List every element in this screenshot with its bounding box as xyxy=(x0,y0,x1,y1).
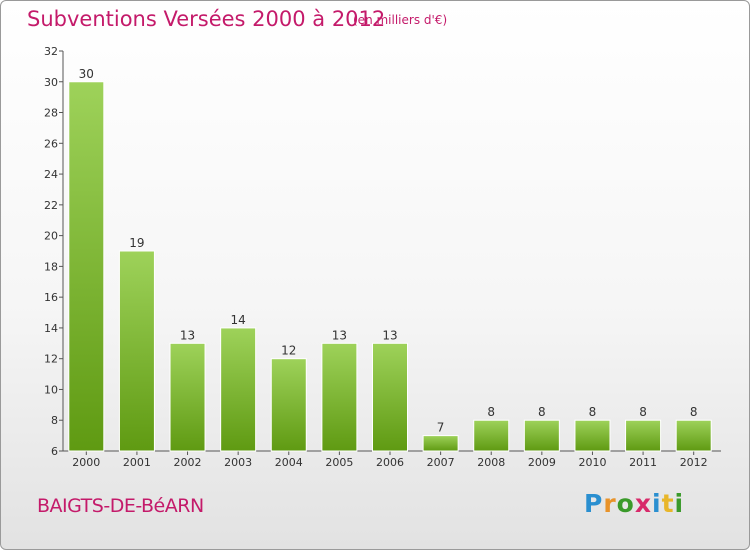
commune-name: BAIGTS-DE-BéARN xyxy=(37,495,204,517)
x-tick-label-2008: 2008 xyxy=(477,456,505,469)
value-label-2003: 14 xyxy=(231,313,246,327)
x-tick-label-2005: 2005 xyxy=(325,456,353,469)
logo-letter: t xyxy=(661,489,675,518)
value-label-2008: 8 xyxy=(487,405,495,419)
bar-2006 xyxy=(372,342,408,452)
x-tick-label-2002: 2002 xyxy=(174,456,202,469)
bar-2012 xyxy=(675,419,712,452)
y-tick-label: 6 xyxy=(51,445,58,458)
value-label-2007: 7 xyxy=(437,421,445,435)
y-tick-label: 10 xyxy=(44,383,58,396)
chart-title: Subventions Versées 2000 à 2012 xyxy=(27,7,386,31)
logo-letter: i xyxy=(652,489,662,518)
bar-2003 xyxy=(220,327,257,452)
bar-2007 xyxy=(422,435,459,452)
bar-2009 xyxy=(523,419,560,452)
x-tick-label-2003: 2003 xyxy=(224,456,252,469)
x-axis: 2000 2001 2002 2003 2004 2005 2006 2007 2008 2009… xyxy=(63,450,721,469)
bar-2002 xyxy=(169,342,206,452)
logo-letter: x xyxy=(634,489,652,518)
bar-2005 xyxy=(321,342,358,452)
y-tick-label: 24 xyxy=(44,168,58,181)
bar-2000 xyxy=(68,81,105,452)
value-label-2005: 13 xyxy=(332,328,347,342)
y-tick-label: 20 xyxy=(44,230,58,243)
y-tick-label: 14 xyxy=(44,322,58,335)
x-tick-label-2009: 2009 xyxy=(528,456,556,469)
value-label-2011: 8 xyxy=(639,405,647,419)
logo-letter: i xyxy=(674,489,685,518)
value-label-2002: 13 xyxy=(180,328,195,342)
proxiti-logo: Proxiti xyxy=(584,489,684,518)
y-tick-label: 18 xyxy=(44,260,58,273)
x-tick-label-2010: 2010 xyxy=(578,456,606,469)
y-tick-label: 32 xyxy=(44,45,58,58)
value-label-2009: 8 xyxy=(538,405,546,419)
value-label-2004: 12 xyxy=(281,344,296,358)
value-label-2012: 8 xyxy=(690,405,698,419)
logo-letter: o xyxy=(616,489,635,518)
bar-2001 xyxy=(118,250,155,452)
bar-2004 xyxy=(270,358,307,452)
logo-letter: P xyxy=(584,489,604,518)
y-axis: 6 8 10 12 14 16 18 20 22 24 26 28 30 32 xyxy=(44,45,64,458)
y-tick-label: 8 xyxy=(51,414,58,427)
y-tick-label: 16 xyxy=(44,291,58,304)
value-label-2000: 30 xyxy=(79,67,94,81)
bar-2008 xyxy=(473,419,510,452)
value-label-2006: 13 xyxy=(382,328,397,342)
y-tick-label: 30 xyxy=(44,76,58,89)
value-label-2010: 8 xyxy=(589,405,597,419)
x-tick-label-2012: 2012 xyxy=(680,456,708,469)
value-label-2001: 19 xyxy=(129,236,144,250)
x-tick-label-2001: 2001 xyxy=(123,456,151,469)
x-tick-label-2006: 2006 xyxy=(376,456,404,469)
bars: 30 19 13 14 12 13 13 7 8 8 8 8 8 xyxy=(68,67,712,452)
x-tick-label-2000: 2000 xyxy=(72,456,100,469)
bar-2010 xyxy=(574,419,611,452)
x-tick-label-2004: 2004 xyxy=(275,456,303,469)
x-tick-label-2011: 2011 xyxy=(629,456,657,469)
y-tick-label: 26 xyxy=(44,137,58,150)
chart-unit: (en milliers d'€) xyxy=(353,13,448,27)
y-tick-label: 22 xyxy=(44,199,58,212)
y-tick-label: 28 xyxy=(44,107,58,120)
x-tick-label-2007: 2007 xyxy=(427,456,455,469)
y-tick-label: 12 xyxy=(44,353,58,366)
logo-letter: r xyxy=(603,489,617,518)
bar-2011 xyxy=(625,419,662,452)
